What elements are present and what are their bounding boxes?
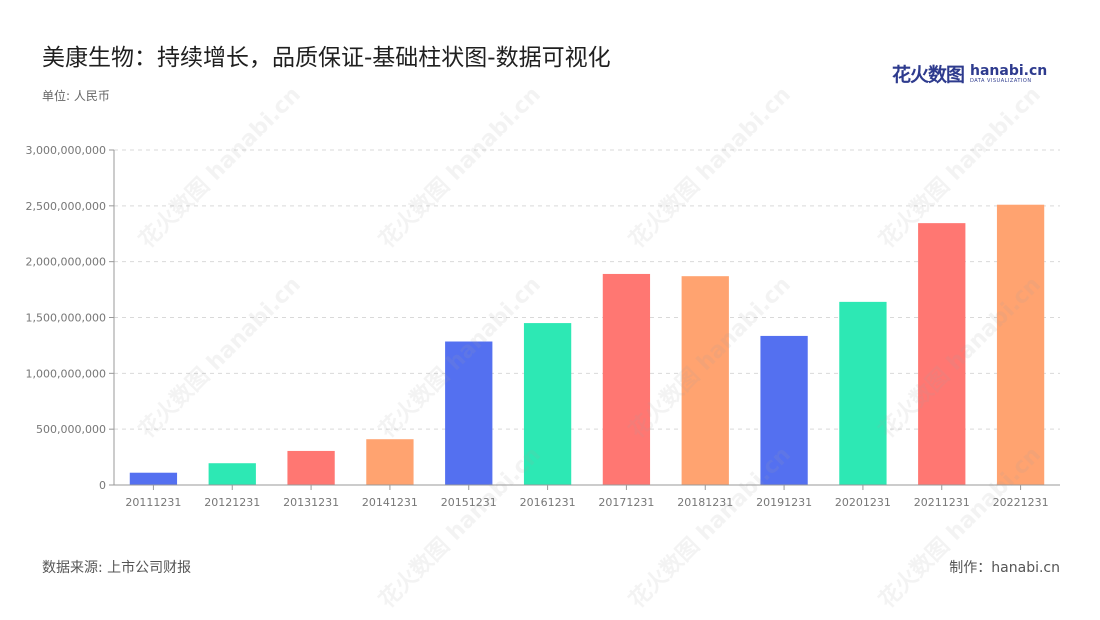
bar [839, 301, 887, 485]
y-tick-label: 2,500,000,000 [26, 200, 106, 213]
bar [208, 463, 256, 485]
y-tick-label: 2,000,000,000 [26, 256, 106, 269]
y-tick-label: 3,000,000,000 [26, 144, 106, 157]
x-tick-label: 20171231 [598, 496, 654, 509]
x-tick-label: 20161231 [520, 496, 576, 509]
y-tick-label: 1,000,000,000 [26, 367, 106, 380]
x-tick-label: 20111231 [125, 496, 181, 509]
data-source: 数据来源: 上市公司财报 [42, 560, 192, 576]
x-tick-label: 20211231 [914, 496, 970, 509]
logo-en-subtitle: DATA VISUALIZATION [970, 77, 1032, 84]
chart-title: 美康生物：持续增长，品质保证-基础柱状图-数据可视化 [42, 45, 611, 71]
y-tick-label: 0 [99, 479, 106, 492]
unit-label: 单位: 人民币 [42, 89, 110, 103]
x-tick-label: 20191231 [756, 496, 812, 509]
bar [996, 204, 1045, 485]
logo-en-text: hanabi.cn [970, 62, 1048, 79]
maker-credit: 制作：hanabi.cn [949, 560, 1060, 576]
x-tick-label: 20131231 [283, 496, 339, 509]
y-tick-label: 500,000,000 [36, 423, 106, 436]
logo-en-block: hanabi.cn DATA VISUALIZATION [970, 64, 1047, 84]
x-tick-label: 20151231 [441, 496, 497, 509]
bar [287, 450, 335, 485]
y-tick-label: 1,500,000,000 [26, 312, 106, 325]
bar [760, 335, 808, 485]
x-tick-label: 20181231 [677, 496, 733, 509]
x-tick-label: 20121231 [204, 496, 260, 509]
bar [918, 223, 966, 485]
bar [366, 439, 414, 485]
bar [129, 472, 178, 485]
bar [445, 341, 493, 485]
x-tick-label: 20201231 [835, 496, 891, 509]
bar [602, 273, 651, 485]
bar [681, 276, 729, 485]
x-tick-label: 20141231 [362, 496, 418, 509]
brand-logo: 花火数图 hanabi.cn DATA VISUALIZATION [892, 60, 1047, 87]
bar [523, 323, 572, 485]
x-tick-label: 20221231 [993, 496, 1049, 509]
logo-cn-text: 花火数图 [892, 64, 965, 86]
